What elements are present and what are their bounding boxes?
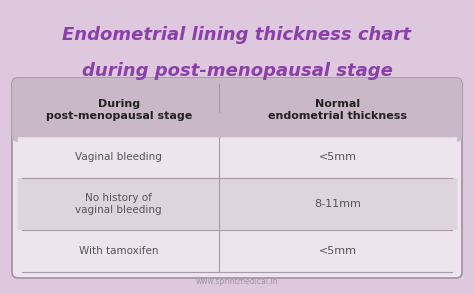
Text: Vaginal bleeding: Vaginal bleeding [75,152,162,162]
Text: During
post-menopausal stage: During post-menopausal stage [46,98,192,121]
Bar [18,230,456,272]
Bar [18,136,456,178]
Text: <5mm: <5mm [319,152,357,162]
Text: Normal
endometrial thickness: Normal endometrial thickness [268,98,407,121]
Text: www.sprintmedical.in: www.sprintmedical.in [196,277,278,286]
Bar [18,178,456,230]
FancyBboxPatch shape [12,78,462,278]
Bar [18,113,456,136]
Text: <5mm: <5mm [319,246,357,256]
Text: With tamoxifen: With tamoxifen [79,246,158,256]
Text: No history of
vaginal bleeding: No history of vaginal bleeding [75,193,162,216]
Text: 8-11mm: 8-11mm [314,199,361,209]
FancyBboxPatch shape [12,78,462,142]
Text: Endometrial lining thickness chart: Endometrial lining thickness chart [63,26,411,44]
Text: during post-menopausal stage: during post-menopausal stage [82,61,392,80]
